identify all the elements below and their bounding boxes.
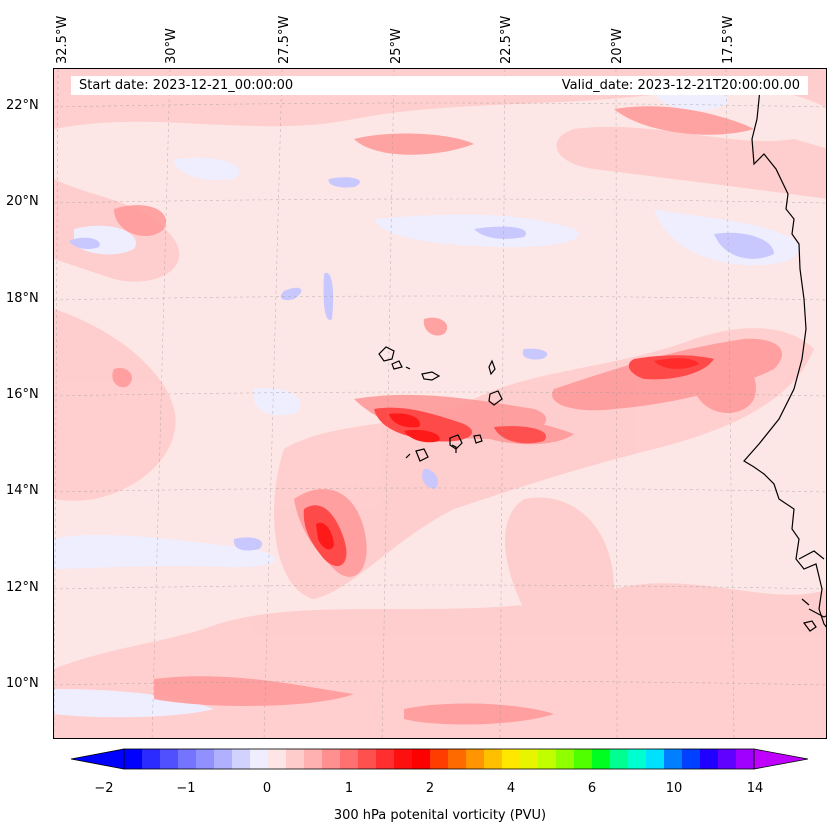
colorbar-segment (610, 749, 629, 769)
cb-tick-3: 1 (344, 781, 354, 796)
lon-label-20w: 20°W (610, 28, 625, 64)
lat-label-22n: 22°N (6, 98, 39, 113)
colorbar-segment (682, 749, 701, 769)
lat-label-16n: 16°N (6, 387, 39, 402)
cb-tick-6: 6 (587, 781, 597, 796)
start-date-label: Start date: 2023-12-21_00:00:00 (79, 78, 294, 93)
valid-date-label: Valid_date: 2023-12-21T20:00:00.00 (561, 78, 800, 93)
colorbar-segment (466, 749, 485, 769)
colorbar-segment (250, 749, 269, 769)
colorbar-segment (214, 749, 233, 769)
colorbar-segment (700, 749, 719, 769)
cb-tick-0: −2 (94, 781, 114, 796)
colorbar-segment (538, 749, 557, 769)
colorbar-segment (502, 749, 521, 769)
colorbar-segment (646, 749, 665, 769)
colorbar-segment (160, 749, 179, 769)
colorbar-over-arrow (753, 748, 809, 770)
colorbar-segment (268, 749, 287, 769)
colorbar (70, 748, 809, 770)
lon-label-25w: 25°W (389, 28, 404, 64)
colorbar-segment (448, 749, 467, 769)
colorbar-segment (412, 749, 431, 769)
lon-label-32-5w: 32.5°W (55, 15, 70, 64)
lat-label-20n: 20°N (6, 194, 39, 209)
cb-tick-1: −1 (176, 781, 196, 796)
cb-tick-5: 4 (506, 781, 516, 796)
colorbar-segment (628, 749, 647, 769)
lat-label-14n: 14°N (6, 483, 39, 498)
pv-field-map (54, 69, 826, 738)
info-bar (71, 76, 808, 95)
colorbar-segment (394, 749, 413, 769)
colorbar-segment (376, 749, 395, 769)
colorbar-segment (520, 749, 539, 769)
colorbar-segment (592, 749, 611, 769)
lon-label-30w: 30°W (164, 28, 179, 64)
colorbar-segment (664, 749, 683, 769)
colorbar-segment (718, 749, 737, 769)
cb-tick-7: 10 (665, 781, 683, 796)
cb-tick-2: 0 (262, 781, 272, 796)
lat-label-10n: 10°N (6, 676, 39, 691)
lon-label-17-5w: 17.5°W (721, 15, 736, 64)
colorbar-segment (574, 749, 593, 769)
lat-label-18n: 18°N (6, 291, 39, 306)
colorbar-segment (322, 749, 341, 769)
cb-tick-8: 14 (746, 781, 764, 796)
colorbar-label: 300 hPa potenital vorticity (PVU) (333, 808, 547, 823)
lat-label-12n: 12°N (6, 580, 39, 595)
colorbar-segment (736, 749, 755, 769)
lon-label-27-5w: 27.5°W (277, 15, 292, 64)
map-panel[interactable] (53, 68, 827, 739)
colorbar-segment (124, 749, 143, 769)
pv-contours-high (303, 355, 714, 567)
colorbar-segment (286, 749, 305, 769)
colorbar-border (123, 748, 755, 770)
coastlines (743, 88, 826, 628)
colorbar-segment (196, 749, 215, 769)
colorbar-segment (304, 749, 323, 769)
colorbar-segment (178, 749, 197, 769)
lon-label-22-5w: 22.5°W (499, 15, 514, 64)
cb-tick-4: 2 (425, 781, 435, 796)
colorbar-segment (556, 749, 575, 769)
colorbar-segment (358, 749, 377, 769)
colorbar-segment (430, 749, 449, 769)
graticule (54, 69, 826, 738)
colorbar-segment (340, 749, 359, 769)
colorbar-segment (232, 749, 251, 769)
colorbar-under-arrow (70, 748, 125, 770)
colorbar-segment (142, 749, 161, 769)
islands (378, 346, 817, 632)
colorbar-segment (484, 749, 503, 769)
